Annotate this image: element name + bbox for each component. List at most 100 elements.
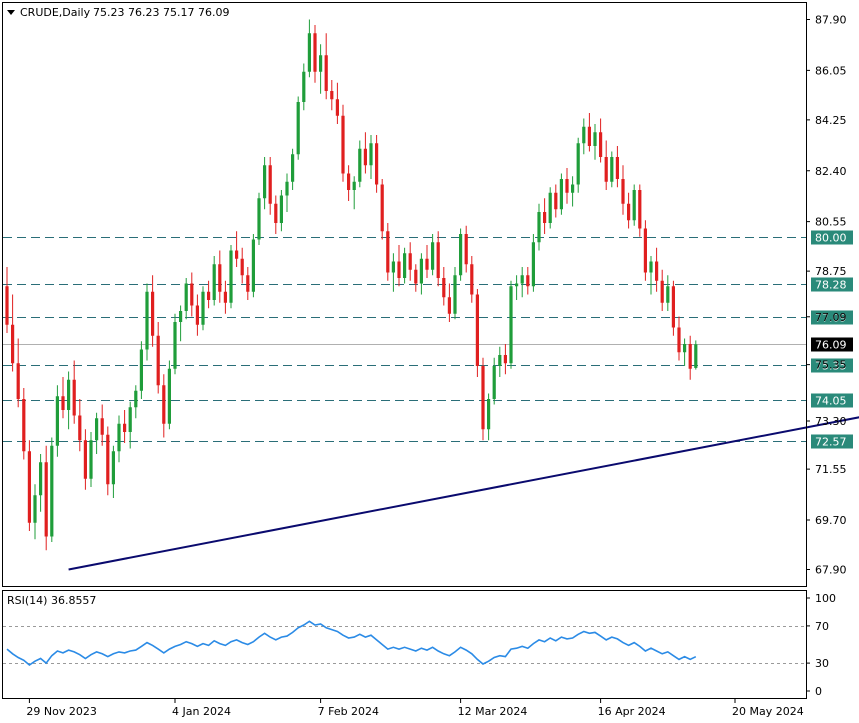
bullish-candle <box>257 198 261 240</box>
bullish-candle <box>139 349 143 391</box>
bearish-candle <box>313 33 317 72</box>
price-tick-label: 77.09 <box>815 311 847 324</box>
bearish-candle <box>503 355 507 364</box>
bearish-candle <box>638 190 642 229</box>
level-badge <box>811 230 853 245</box>
bullish-candle <box>291 154 295 182</box>
time-tick-label: 7 Feb 2024 <box>318 705 379 718</box>
rsi-tick-label: 0 <box>815 685 822 698</box>
bullish-candle <box>453 275 457 314</box>
ohlc-values: 75.23 76.23 75.17 76.09 <box>93 6 229 19</box>
dropdown-triangle-icon[interactable] <box>7 10 15 15</box>
bullish-candle <box>50 445 54 537</box>
level-badge-label: 80.00 <box>815 232 847 245</box>
bearish-candle <box>330 91 334 100</box>
bearish-candle <box>190 283 194 306</box>
level-badge <box>811 434 853 449</box>
bullish-candle <box>509 286 513 364</box>
price-axis: 87.90 86.05 84.25 82.40 80.55 78.75 77.09 75.35… <box>806 14 847 577</box>
bearish-candle <box>11 324 15 364</box>
bearish-candle <box>235 250 239 259</box>
bearish-candle <box>543 212 547 223</box>
bullish-candle <box>358 148 362 182</box>
bearish-candle <box>414 269 418 284</box>
bullish-candle <box>33 495 37 523</box>
bullish-candle <box>431 242 435 270</box>
bullish-candle <box>307 33 311 72</box>
bearish-candle <box>78 415 82 441</box>
bearish-candle <box>100 418 104 435</box>
bullish-candle <box>459 234 463 276</box>
price-tick-label: 73.30 <box>815 415 847 428</box>
bullish-candle <box>117 423 121 452</box>
rsi-tick-label: 70 <box>815 620 829 633</box>
bullish-candle <box>67 379 71 410</box>
bullish-candle <box>666 286 670 303</box>
price-tick-label: 86.05 <box>815 64 847 77</box>
bullish-candle <box>487 399 491 430</box>
price-tick-label: 71.55 <box>815 463 847 476</box>
bullish-candle <box>111 451 115 485</box>
bullish-candle <box>302 71 306 102</box>
level-badge-label: 72.57 <box>815 436 847 449</box>
bearish-candle <box>16 363 20 399</box>
bullish-candle <box>39 462 43 496</box>
bullish-candle <box>89 440 93 479</box>
symbol-label: CRUDE,Daily <box>20 6 91 19</box>
bearish-candle <box>246 275 250 292</box>
level-badge-label: 75.35 <box>815 360 847 373</box>
rsi-panel <box>3 620 806 667</box>
rsi-label: RSI(14) 36.8557 <box>7 594 96 607</box>
bearish-candle <box>27 451 31 523</box>
bearish-candle <box>123 423 127 432</box>
bullish-candle <box>632 190 636 221</box>
bearish-candle <box>671 286 675 328</box>
bearish-candle <box>408 253 412 270</box>
time-tick-label: 16 Apr 2024 <box>598 705 666 718</box>
level-badge-label: 78.28 <box>815 279 847 292</box>
bullish-candle <box>492 366 496 399</box>
bearish-candle <box>386 231 390 273</box>
bullish-candle <box>498 355 502 366</box>
price-panel-frame <box>2 2 807 587</box>
bullish-candle <box>279 195 283 223</box>
bullish-candle <box>134 390 138 408</box>
level-badge-label: 74.05 <box>815 395 847 408</box>
bearish-candle <box>660 280 664 303</box>
bullish-candle <box>95 418 99 441</box>
bearish-candle <box>464 234 468 265</box>
bearish-candle <box>436 242 440 278</box>
bearish-candle <box>587 126 591 146</box>
bullish-candle <box>593 132 597 146</box>
bearish-candle <box>341 115 345 174</box>
bullish-candle <box>285 181 289 196</box>
bearish-candle <box>44 462 48 537</box>
bearish-candle <box>375 143 379 185</box>
bullish-candle <box>576 143 580 185</box>
bullish-candle <box>173 322 177 369</box>
bullish-candle <box>369 143 373 166</box>
bearish-candle <box>397 261 401 278</box>
bearish-candle <box>61 396 65 410</box>
bearish-candle <box>526 275 530 287</box>
bearish-candle <box>554 192 558 210</box>
bullish-candle <box>145 291 149 350</box>
bearish-candle <box>324 55 328 91</box>
ascending-trendline <box>68 416 859 571</box>
bullish-candle <box>548 192 552 223</box>
bearish-candle <box>621 179 625 204</box>
bullish-candle <box>582 126 586 144</box>
bullish-candle <box>128 407 132 432</box>
bullish-candle <box>251 239 255 292</box>
rsi-line <box>6 620 697 667</box>
bullish-candle <box>419 258 423 284</box>
bullish-candle <box>319 55 323 72</box>
bearish-candle <box>195 305 199 325</box>
bullish-candle <box>683 344 687 353</box>
bearish-candle <box>274 203 278 223</box>
bullish-candle <box>263 165 267 199</box>
bearish-candle <box>106 434 110 485</box>
bearish-candle <box>481 366 485 430</box>
bullish-candle <box>201 291 205 325</box>
